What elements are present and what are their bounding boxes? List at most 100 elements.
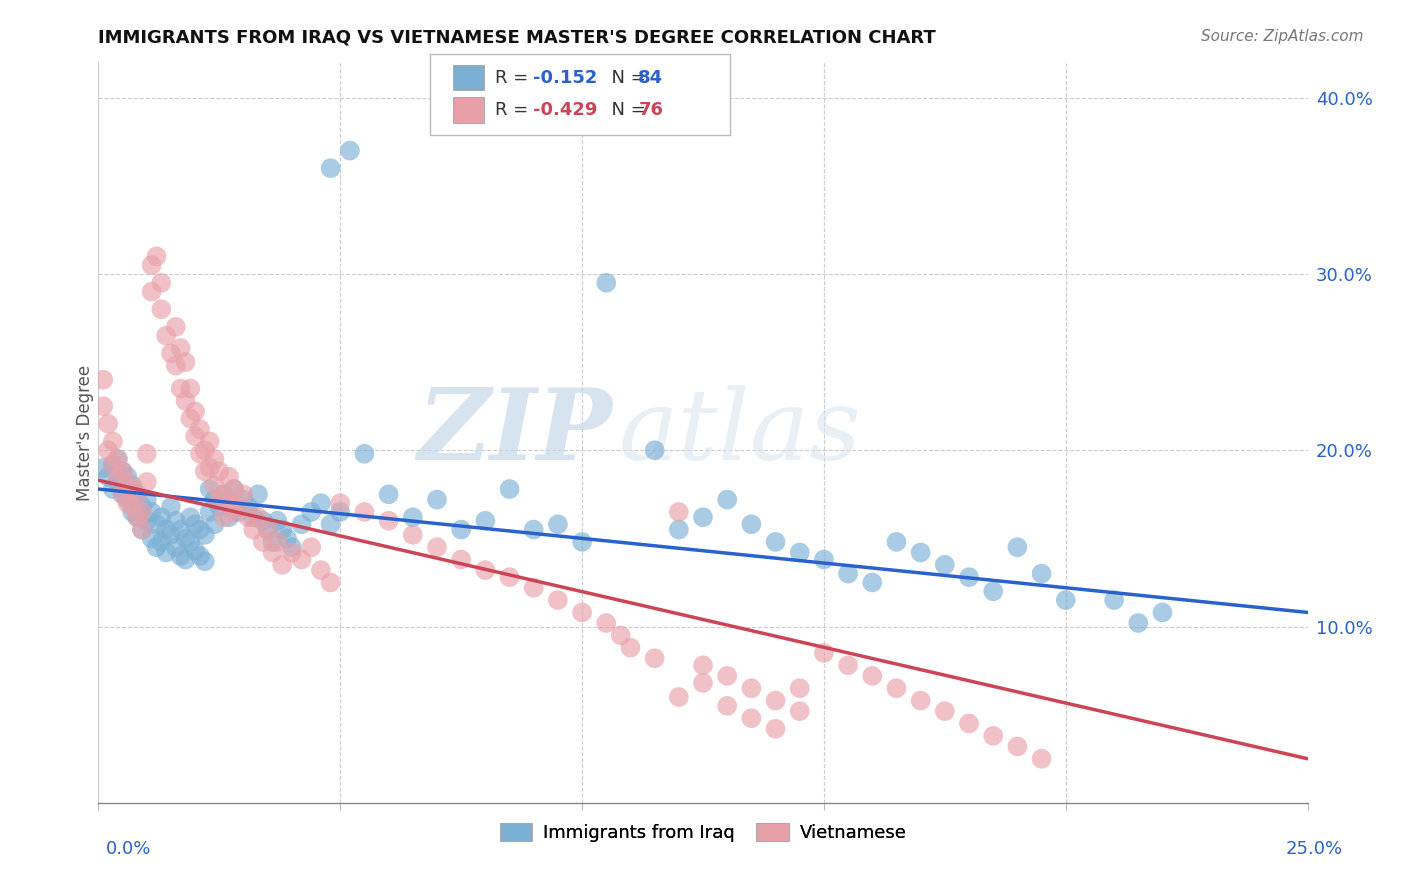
Point: [329, 496, 352, 510]
Point: [247, 487, 270, 501]
Point: [1054, 593, 1077, 607]
Point: [498, 482, 520, 496]
Point: [101, 434, 124, 449]
Point: [117, 496, 139, 510]
Point: [668, 690, 690, 704]
Text: 76: 76: [638, 101, 664, 119]
Point: [266, 514, 288, 528]
Point: [377, 487, 399, 501]
Point: [319, 161, 342, 176]
Point: [716, 669, 738, 683]
Point: [208, 492, 231, 507]
Point: [309, 563, 332, 577]
Point: [222, 482, 245, 496]
Point: [127, 487, 149, 501]
Point: [247, 510, 270, 524]
Point: [309, 496, 332, 510]
Point: [111, 487, 134, 501]
Point: [644, 443, 666, 458]
Point: [91, 373, 114, 387]
Point: [208, 464, 231, 478]
Legend: Immigrants from Iraq, Vietnamese: Immigrants from Iraq, Vietnamese: [492, 816, 914, 849]
Point: [212, 487, 235, 501]
Point: [135, 475, 157, 489]
Point: [107, 475, 129, 489]
Point: [910, 545, 932, 559]
Point: [101, 482, 124, 496]
Point: [692, 510, 714, 524]
Point: [837, 566, 859, 581]
Point: [981, 584, 1004, 599]
Point: [218, 469, 240, 483]
Point: [107, 452, 129, 467]
Point: [619, 640, 641, 655]
Point: [595, 276, 617, 290]
Point: [111, 487, 134, 501]
Text: 0.0%: 0.0%: [105, 840, 150, 858]
Point: [179, 510, 201, 524]
Point: [204, 517, 226, 532]
Point: [97, 417, 120, 431]
Point: [121, 478, 143, 492]
Point: [97, 443, 120, 458]
Point: [271, 523, 294, 537]
Point: [281, 545, 304, 559]
Point: [111, 464, 134, 478]
Text: 25.0%: 25.0%: [1285, 840, 1343, 858]
Point: [145, 249, 167, 263]
Point: [135, 447, 157, 461]
Point: [188, 549, 211, 563]
Point: [121, 505, 143, 519]
Point: [789, 545, 811, 559]
Point: [169, 549, 191, 563]
Point: [117, 492, 139, 507]
Point: [290, 552, 312, 566]
Point: [117, 469, 139, 483]
Point: [135, 514, 157, 528]
Point: [198, 505, 221, 519]
Point: [150, 535, 173, 549]
Point: [222, 505, 245, 519]
Point: [765, 693, 787, 707]
Point: [141, 258, 163, 272]
Point: [169, 382, 191, 396]
Point: [1007, 739, 1029, 754]
Point: [212, 510, 235, 524]
Point: [789, 704, 811, 718]
Point: [1007, 540, 1029, 554]
Text: -0.429: -0.429: [533, 101, 598, 119]
Point: [131, 523, 153, 537]
Point: [934, 558, 956, 572]
Point: [571, 535, 593, 549]
Point: [319, 575, 342, 590]
Point: [141, 532, 163, 546]
Point: [91, 461, 114, 475]
Point: [204, 478, 226, 492]
Point: [765, 722, 787, 736]
Point: [238, 510, 260, 524]
Point: [740, 681, 762, 696]
Point: [228, 500, 250, 514]
Point: [339, 144, 361, 158]
Point: [121, 482, 143, 496]
Point: [131, 523, 153, 537]
Point: [523, 523, 546, 537]
Text: 84: 84: [638, 69, 664, 87]
Point: [141, 285, 163, 299]
Point: [150, 510, 173, 524]
Text: N =: N =: [600, 69, 652, 87]
Point: [789, 681, 811, 696]
Point: [150, 302, 173, 317]
Point: [353, 505, 375, 519]
Point: [150, 276, 173, 290]
Point: [121, 500, 143, 514]
Point: [957, 716, 980, 731]
Text: Source: ZipAtlas.com: Source: ZipAtlas.com: [1201, 29, 1364, 45]
Point: [271, 558, 294, 572]
Point: [238, 500, 260, 514]
Point: [169, 341, 191, 355]
Point: [299, 505, 322, 519]
Point: [169, 523, 191, 537]
Point: [174, 393, 197, 408]
Point: [174, 552, 197, 566]
